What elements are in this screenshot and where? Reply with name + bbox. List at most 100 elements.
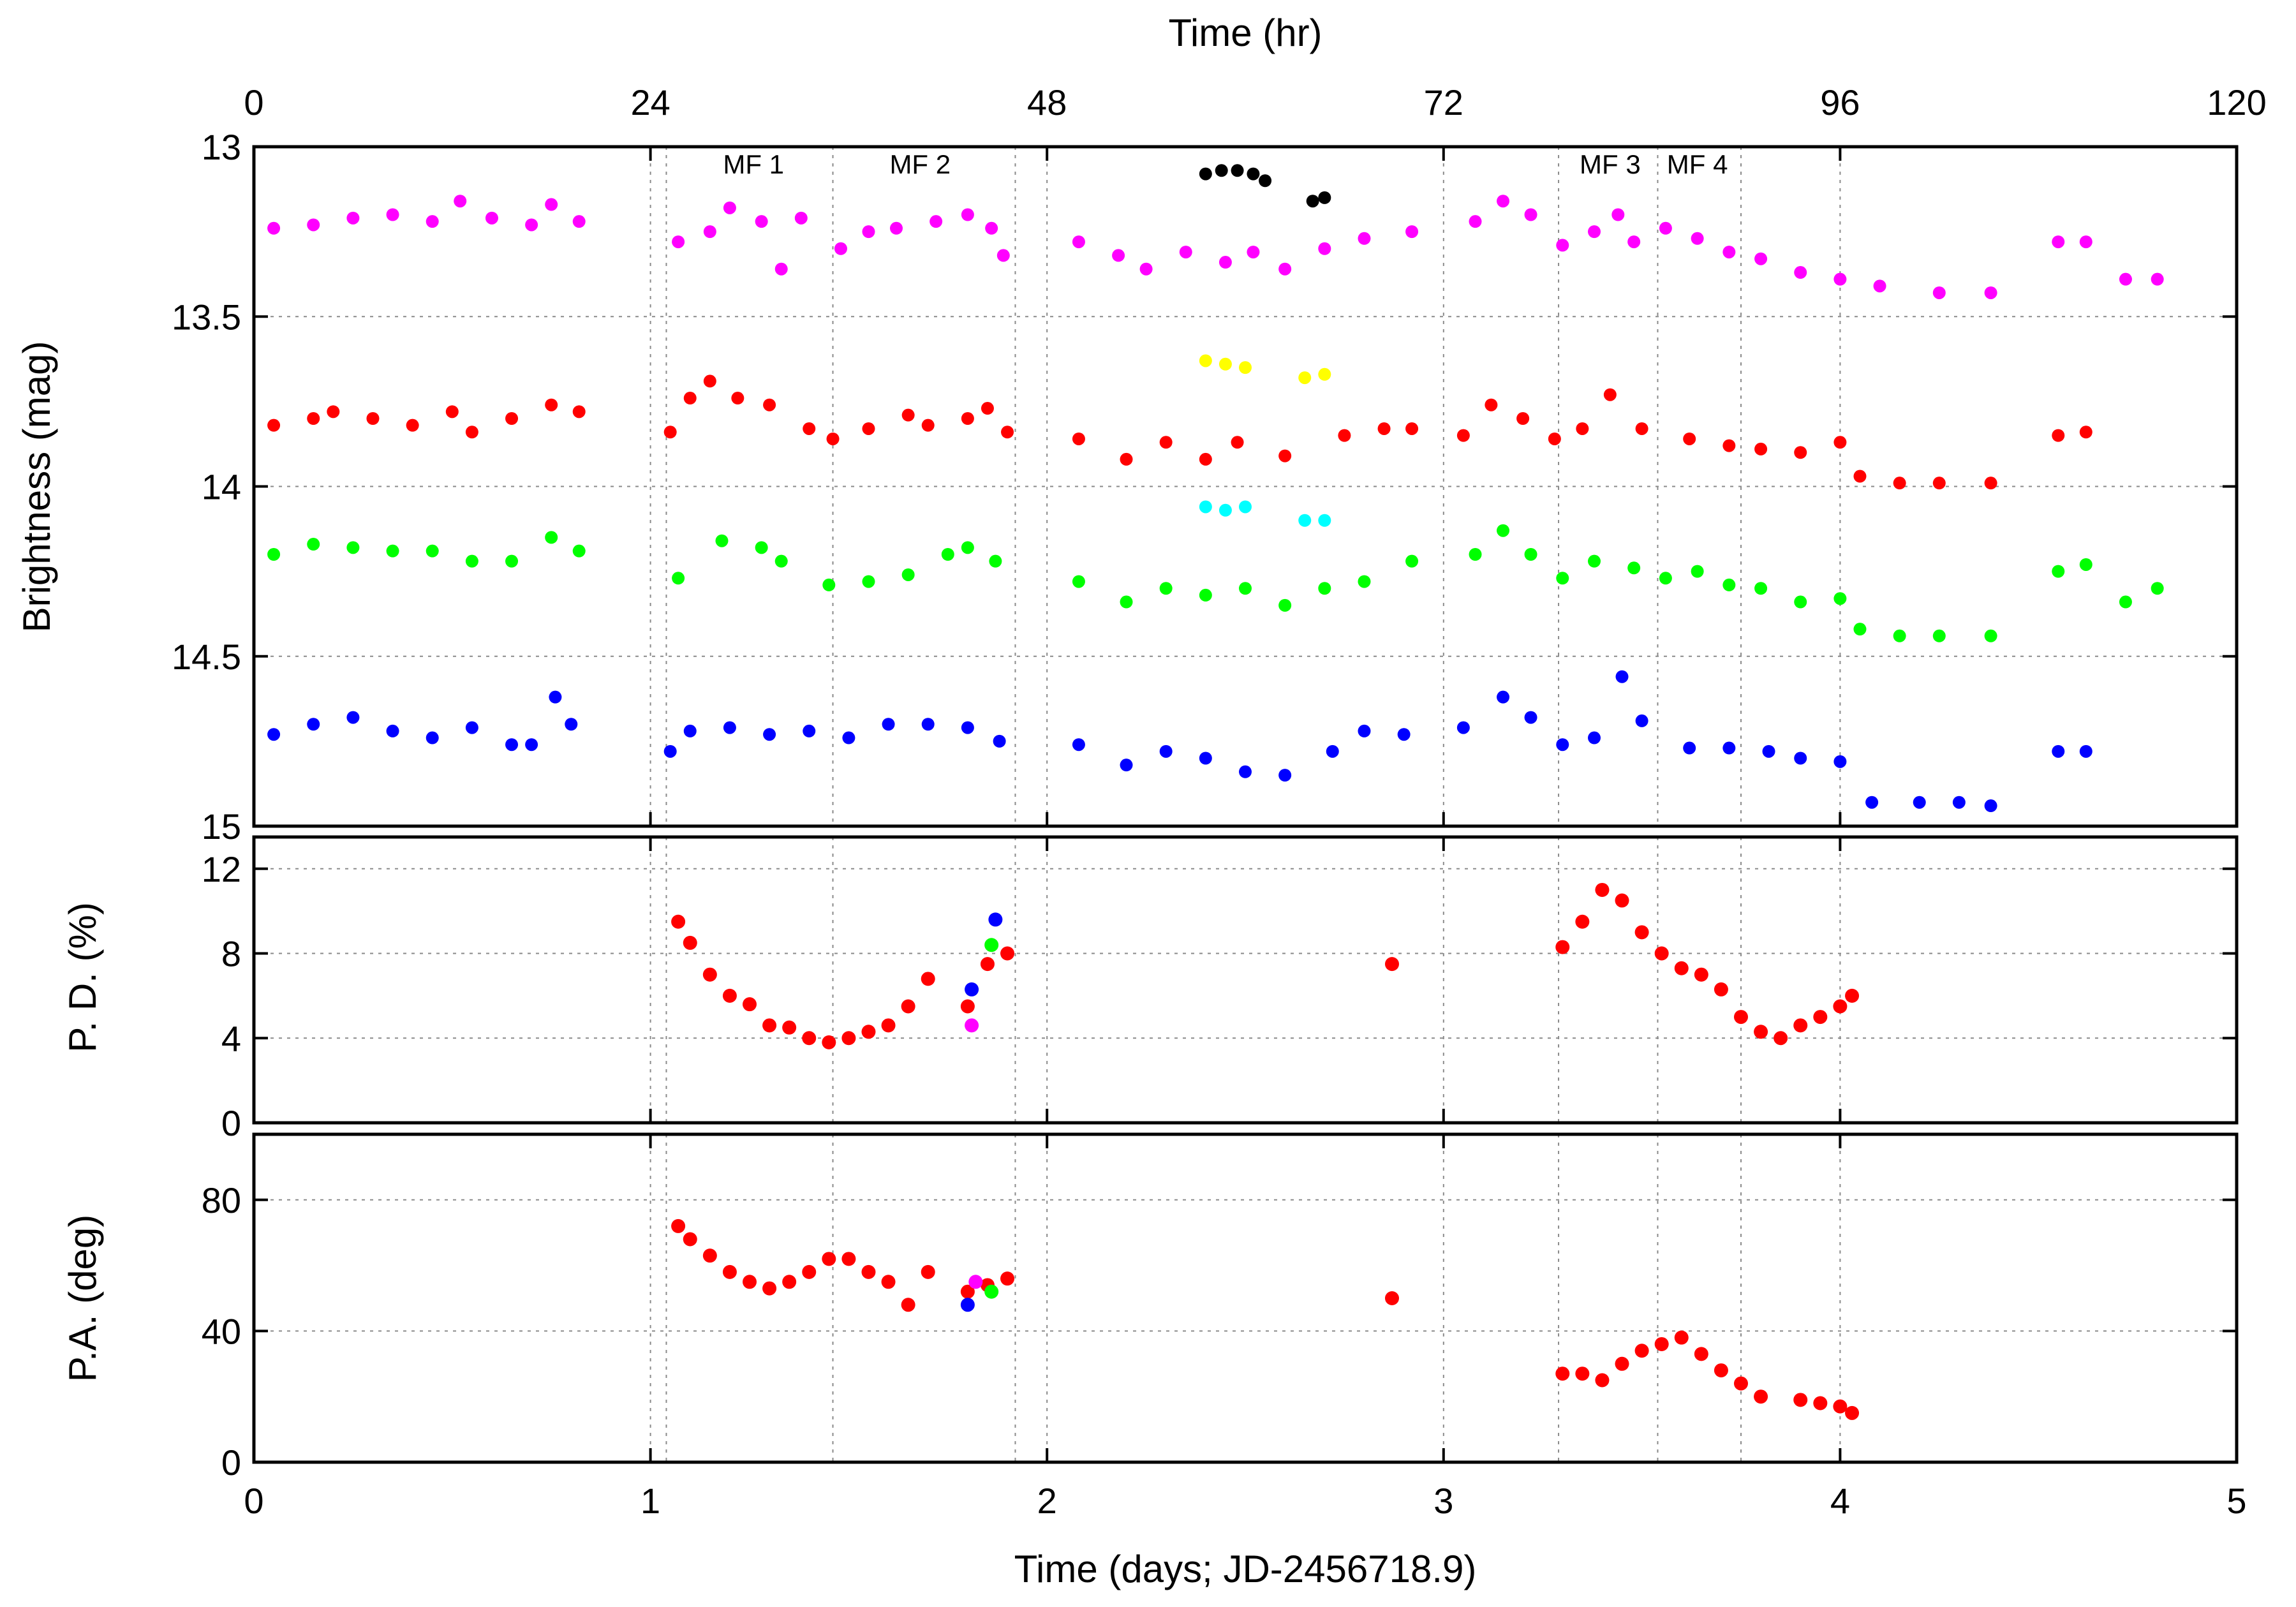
data-point-blue <box>1722 741 1736 755</box>
data-point-blue <box>1239 765 1252 778</box>
data-point-red <box>1231 436 1244 449</box>
data-point-green <box>505 554 519 568</box>
data-point-magenta <box>454 195 467 208</box>
pa-y-axis-title: P.A. (deg) <box>61 1215 104 1382</box>
data-point-green <box>2151 582 2164 595</box>
data-point-red <box>901 408 915 422</box>
data-point-red <box>406 418 419 432</box>
data-point-green <box>1469 548 1482 561</box>
data-point-red <box>702 1248 717 1263</box>
data-point-magenta <box>862 225 875 239</box>
data-point-red <box>881 1275 896 1289</box>
data-point-red <box>1000 946 1015 961</box>
x-tick-label: 2 <box>1037 1481 1057 1521</box>
data-point-blue <box>1358 724 1371 737</box>
data-point-magenta <box>1218 256 1232 269</box>
data-point-magenta <box>1405 225 1419 239</box>
data-point-red <box>802 1031 817 1046</box>
data-point-red <box>366 412 380 425</box>
data-point-red <box>1377 422 1391 435</box>
data-point-red <box>1694 967 1708 982</box>
top-axis: 0 24 48 72 96 120 <box>244 82 2266 122</box>
data-point-magenta <box>1318 242 1331 255</box>
y-tick-label: 4 <box>221 1018 241 1058</box>
data-point-magenta <box>985 221 998 235</box>
flare-label: MF 2 <box>889 149 951 179</box>
data-point-black <box>1306 195 1319 208</box>
data-point-red <box>841 1252 856 1266</box>
panel-frame <box>252 145 2239 828</box>
y-tick-label: 0 <box>221 1103 241 1143</box>
top-tick-label: 96 <box>1820 82 1860 122</box>
data-point-red <box>1674 1330 1689 1345</box>
data-point-red <box>802 1264 817 1279</box>
data-point-blue <box>1984 799 1997 813</box>
data-point-red <box>703 374 716 388</box>
data-point-red <box>1456 429 1470 442</box>
x-tick-label: 3 <box>1433 1481 1453 1521</box>
data-point-green <box>1278 598 1292 612</box>
data-point-magenta <box>1139 262 1153 276</box>
data-point-red <box>1634 1344 1649 1358</box>
data-point-red <box>1654 1337 1669 1351</box>
data-point-green <box>267 548 281 561</box>
data-point-magenta <box>426 215 439 228</box>
data-point-magenta <box>1247 246 1260 259</box>
data-point-red <box>921 418 935 432</box>
data-point-red <box>307 412 320 425</box>
bottom-axis: 0 1 2 3 4 5 <box>244 1481 2246 1521</box>
data-point-blue <box>267 728 281 741</box>
data-point-black <box>1231 164 1244 177</box>
data-point-green <box>1358 575 1371 588</box>
data-point-red <box>1634 925 1649 940</box>
data-point-red <box>1853 470 1867 483</box>
data-point-blue <box>683 724 697 737</box>
data-point-red <box>1694 1347 1708 1361</box>
data-point-red <box>1813 1396 1828 1411</box>
data-point-blue <box>1913 796 1926 809</box>
data-point-black <box>1247 167 1260 181</box>
data-point-green <box>2119 595 2132 609</box>
data-point-red <box>762 1281 777 1296</box>
data-point-green <box>1497 524 1510 537</box>
data-point-green <box>1199 588 1212 602</box>
y-tick-label: 12 <box>202 849 241 889</box>
data-point-red <box>1199 452 1212 466</box>
data-point-green <box>1893 629 1906 642</box>
data-point-blue <box>465 721 478 734</box>
data-point-red <box>722 988 737 1003</box>
data-point-blue <box>993 734 1006 748</box>
data-point-magenta <box>723 201 736 214</box>
data-point-red <box>1813 1010 1828 1025</box>
data-point-green <box>1833 592 1847 605</box>
data-point-blue <box>2052 744 2065 758</box>
data-point-magenta <box>1112 249 1125 262</box>
data-point-magenta <box>1278 262 1292 276</box>
data-point-blue <box>386 724 399 737</box>
top-tick-label: 0 <box>244 82 263 122</box>
data-point-green <box>1659 572 1672 585</box>
data-point-magenta <box>2151 272 2164 286</box>
data-point-red <box>901 1298 915 1312</box>
data-point-yellow <box>1218 357 1232 371</box>
data-point-green <box>901 568 915 581</box>
data-point-magenta <box>1524 208 1537 221</box>
data-point-red <box>671 914 686 929</box>
data-point-magenta <box>965 1018 979 1033</box>
data-point-magenta <box>834 242 847 255</box>
data-point-red <box>1754 442 1768 455</box>
data-point-green <box>755 541 768 554</box>
data-point-green <box>1159 582 1173 595</box>
data-point-red <box>1893 477 1906 490</box>
data-point-red <box>921 972 935 986</box>
data-point-red <box>572 405 586 418</box>
data-point-magenta <box>703 225 716 239</box>
data-point-red <box>826 432 840 445</box>
data-point-red <box>1278 449 1292 463</box>
data-point-red <box>861 1264 876 1279</box>
data-point-blue <box>663 744 677 758</box>
data-point-red <box>1595 1373 1610 1388</box>
data-point-red <box>921 1264 935 1279</box>
data-point-green <box>1120 595 1133 609</box>
